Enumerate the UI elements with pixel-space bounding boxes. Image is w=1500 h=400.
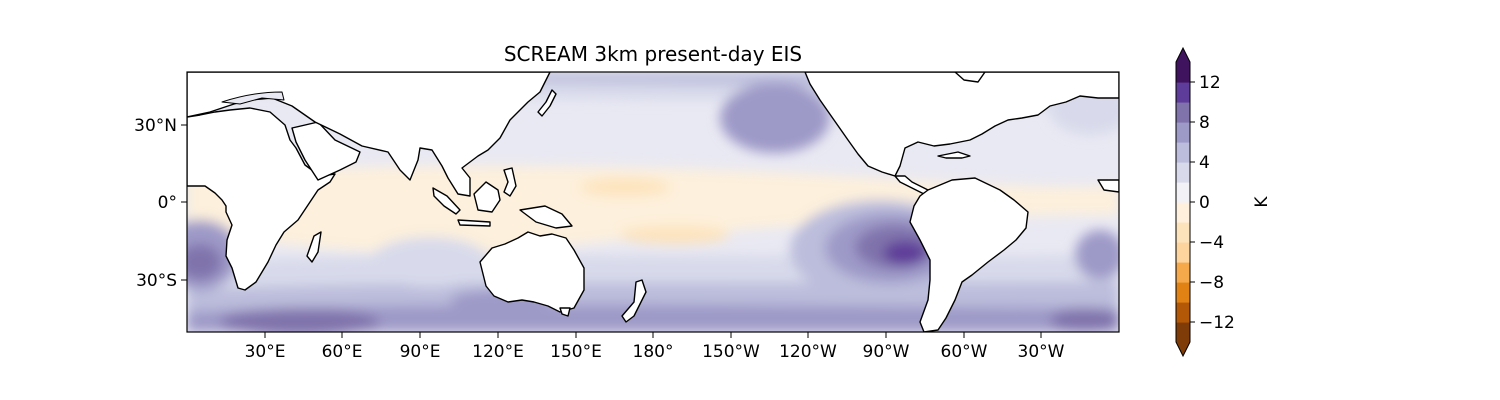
colorbar-outline: [1175, 46, 1191, 358]
lon-tick-label: 150°W: [702, 342, 760, 362]
lat-tick-label: 30°S: [136, 271, 177, 291]
colorbar-segment: [1176, 162, 1190, 183]
lat-tick-marks: [181, 124, 187, 281]
map-title: SCREAM 3km present-day EIS: [503, 42, 803, 66]
lat-tick-label: 30°N: [134, 116, 177, 136]
lon-tick-label: 180°: [633, 342, 674, 362]
colorbar-tick-label: 0: [1199, 193, 1210, 213]
colorbar-segment: [1176, 242, 1190, 263]
lon-tick-label: 90°W: [863, 342, 910, 362]
colorbar-segment: [1176, 122, 1190, 143]
colorbar-label: K: [1252, 196, 1272, 208]
lon-tick-label: 120°W: [779, 342, 837, 362]
eis-field: [187, 72, 1119, 332]
colorbar-segment: [1176, 62, 1190, 83]
colorbar-ticks: 12 8 4 0 −4 −8 −12: [1190, 73, 1235, 333]
colorbar-extend-max: [1176, 48, 1190, 62]
lon-tick-label: 30°W: [1018, 342, 1065, 362]
colorbar-segment: [1176, 302, 1190, 323]
colorbar-tick-label: −4: [1199, 233, 1224, 253]
colorbar-tick-label: −8: [1199, 273, 1224, 293]
lon-tick-label: 150°E: [550, 342, 602, 362]
lon-tick-label: 60°W: [941, 342, 988, 362]
colorbar-segment: [1176, 262, 1190, 283]
lat-tick-label: 0°: [158, 193, 177, 213]
colorbar-segment: [1176, 142, 1190, 163]
colorbar-segment: [1176, 202, 1190, 223]
colorbar-segment: [1176, 282, 1190, 303]
colorbar-segment: [1176, 182, 1190, 203]
colorbar-segment: [1176, 322, 1190, 343]
colorbar-tick-label: −12: [1199, 313, 1235, 333]
colorbar-segment: [1176, 82, 1190, 103]
lon-tick-marks: [264, 332, 1042, 338]
lon-tick-label: 120°E: [472, 342, 524, 362]
colorbar-extend-min: [1176, 342, 1190, 356]
colorbar-segment: [1176, 102, 1190, 123]
lon-tick-label: 90°E: [400, 342, 441, 362]
continents: [187, 72, 1119, 332]
lon-tick-label: 30°E: [245, 342, 286, 362]
colorbar-tick-label: 4: [1199, 153, 1210, 173]
colorbar-tick-label: 12: [1199, 73, 1221, 93]
lon-tick-label: 60°E: [322, 342, 363, 362]
colorbar-segment: [1176, 222, 1190, 243]
colorbar: [1175, 46, 1191, 358]
colorbar-tick-label: 8: [1199, 113, 1210, 133]
